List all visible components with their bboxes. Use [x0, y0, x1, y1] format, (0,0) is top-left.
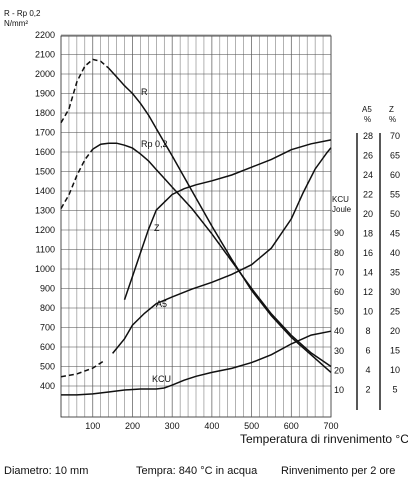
- strength-tick-label: 1700: [35, 128, 55, 138]
- series-r-dashed: [60, 58, 110, 124]
- z-axis-ticks: 5 10 15 20 25 30 35 40 45 50 55 60 65 70: [379, 131, 400, 410]
- a5-tick-label: 2: [365, 385, 370, 395]
- x-tick-label: 400: [204, 421, 219, 431]
- series-a5-line: [112, 147, 332, 354]
- grid: [60, 34, 332, 418]
- kcu-tick-label: 40: [334, 326, 344, 336]
- footer-tempra: Tempra: 840 °C in acqua: [136, 465, 258, 477]
- z-tick-label: 55: [390, 190, 400, 200]
- kcu-tick-label: 30: [334, 346, 344, 356]
- kcu-axis-ticks: 10 20 30 40 50 60 70 80 90: [334, 228, 344, 395]
- a5-tick-label: 22: [363, 190, 373, 200]
- a5-tick-label: 4: [365, 365, 370, 375]
- z-tick-label: 45: [390, 229, 400, 239]
- strength-tick-label: 700: [40, 323, 55, 333]
- z-tick-label: 70: [390, 131, 400, 141]
- series-r-line: [108, 67, 332, 373]
- z-tick-label: 65: [390, 151, 400, 161]
- a5-axis-label: A5: [362, 105, 372, 114]
- z-tick-label: 10: [390, 365, 400, 375]
- strength-tick-label: 1900: [35, 89, 55, 99]
- a5-tick-label: 24: [363, 170, 373, 180]
- a5-tick-label: 14: [363, 268, 373, 278]
- strength-axis-ticks: 400 500 600 700 800 900 1000 1100 1200 1300 1400 15…: [35, 30, 55, 391]
- series-kcu-line: [61, 330, 332, 396]
- strength-tick-label: 900: [40, 284, 55, 294]
- series-label-r: R: [141, 87, 148, 97]
- x-axis-ticks: 100 200 300 400 500 600 700: [85, 421, 338, 431]
- strength-tick-label: 400: [40, 381, 55, 391]
- strength-axis-label: R - Rp 0,2: [4, 9, 41, 18]
- z-tick-label: 60: [390, 170, 400, 180]
- strength-tick-label: 1300: [35, 206, 55, 216]
- kcu-tick-label: 80: [334, 248, 344, 258]
- strength-tick-label: 1400: [35, 186, 55, 196]
- kcu-tick-label: 70: [334, 267, 344, 277]
- strength-tick-label: 1600: [35, 147, 55, 157]
- x-tick-label: 500: [244, 421, 259, 431]
- x-tick-label: 700: [323, 421, 338, 431]
- a5-tick-label: 28: [363, 131, 373, 141]
- z-tick-label: 20: [390, 326, 400, 336]
- z-tick-label: 40: [390, 248, 400, 258]
- footer-diameter: Diametro: 10 mm: [4, 465, 88, 477]
- a5-tick-label: 6: [365, 346, 370, 356]
- kcu-axis-unit: Joule: [332, 205, 352, 214]
- strength-tick-label: 1000: [35, 264, 55, 274]
- a5-tick-label: 12: [363, 287, 373, 297]
- footer-rinvenimento: Rinvenimento per 2 ore: [281, 465, 395, 477]
- a5-tick-label: 20: [363, 209, 373, 219]
- strength-tick-label: 2100: [35, 50, 55, 60]
- x-tick-label: 200: [125, 421, 140, 431]
- series-lines: [60, 58, 332, 396]
- strength-tick-label: 1200: [35, 225, 55, 235]
- strength-tick-label: 1800: [35, 108, 55, 118]
- z-axis-unit: %: [389, 115, 396, 124]
- a5-tick-label: 18: [363, 229, 373, 239]
- strength-tick-label: 800: [40, 303, 55, 313]
- strength-tick-label: 2000: [35, 69, 55, 79]
- series-label-rp02: Rp 0,2: [141, 139, 168, 149]
- z-tick-label: 30: [390, 287, 400, 297]
- strength-tick-label: 1100: [36, 245, 55, 255]
- z-tick-label: 25: [390, 307, 400, 317]
- series-label-z: Z: [154, 223, 160, 233]
- series-z-line: [123, 139, 332, 301]
- z-axis-label: Z: [389, 105, 394, 114]
- z-tick-label: 50: [390, 209, 400, 219]
- a5-tick-label: 8: [365, 326, 370, 336]
- z-tick-label: 35: [390, 268, 400, 278]
- strength-tick-label: 500: [40, 362, 55, 372]
- x-tick-label: 100: [85, 421, 100, 431]
- series-a5-dashed: [60, 359, 106, 378]
- strength-tick-label: 600: [40, 342, 55, 352]
- a5-axis-unit: %: [364, 115, 371, 124]
- series-rp-0-2-line: [92, 142, 332, 368]
- series-label-a5: A5: [156, 299, 167, 309]
- series-label-kcu: KCU: [152, 374, 171, 384]
- kcu-tick-label: 10: [334, 385, 344, 395]
- z-tick-label: 5: [392, 385, 397, 395]
- kcu-tick-label: 50: [334, 307, 344, 317]
- kcu-tick-label: 20: [334, 365, 344, 375]
- x-axis-label: Temperatura di rinvenimento °C: [240, 432, 408, 446]
- a5-tick-label: 16: [363, 248, 373, 258]
- a5-tick-label: 10: [363, 307, 373, 317]
- x-tick-label: 600: [284, 421, 299, 431]
- kcu-tick-label: 90: [334, 228, 344, 238]
- kcu-tick-label: 60: [334, 287, 344, 297]
- strength-tick-label: 1500: [35, 167, 55, 177]
- z-tick-label: 15: [390, 346, 400, 356]
- strength-tick-label: 2200: [35, 30, 55, 40]
- x-tick-label: 300: [165, 421, 180, 431]
- series-rp-0-2-dashed: [60, 148, 94, 209]
- a5-tick-label: 26: [363, 151, 373, 161]
- kcu-axis-label: KCU: [332, 195, 349, 204]
- strength-axis-unit: N/mm²: [4, 19, 28, 28]
